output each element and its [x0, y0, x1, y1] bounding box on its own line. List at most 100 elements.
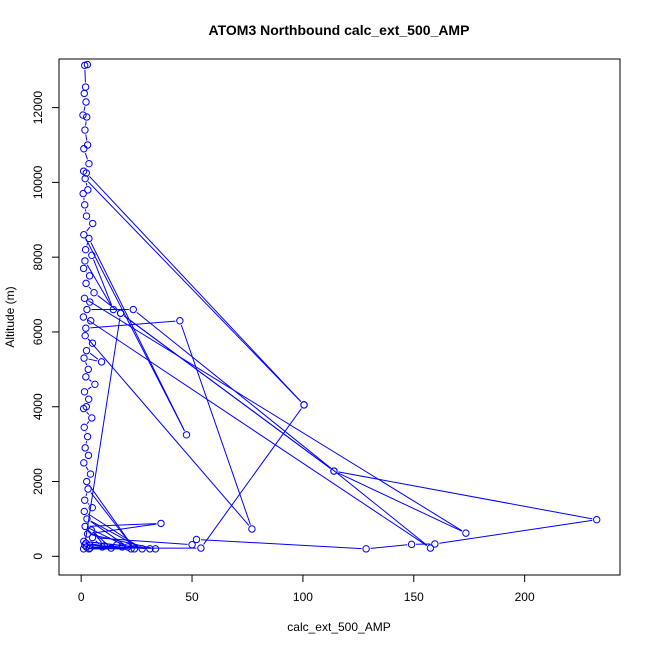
data-point — [83, 515, 91, 523]
series-segment — [86, 226, 91, 232]
series-segment — [86, 242, 89, 246]
series-segment — [87, 503, 90, 505]
data-point — [81, 201, 89, 209]
series-segment — [86, 411, 90, 415]
data-point — [83, 113, 91, 121]
data-point — [80, 145, 88, 153]
data-point — [89, 219, 97, 228]
data-point — [462, 529, 470, 537]
series-segment — [85, 466, 89, 471]
data-point — [81, 245, 90, 254]
data-point — [79, 313, 88, 321]
data-point — [88, 251, 96, 260]
data-point — [87, 526, 96, 534]
data-point — [82, 279, 90, 288]
data-point — [85, 395, 93, 403]
data-point — [87, 317, 95, 325]
series-segment — [85, 238, 185, 432]
series-segment — [84, 69, 86, 83]
data-point — [84, 451, 93, 460]
data-point — [82, 346, 91, 355]
y-tick-label: 6000 — [31, 318, 45, 345]
series-segment — [87, 338, 90, 341]
series-segment — [90, 242, 185, 431]
data-point — [82, 169, 90, 177]
series-segment — [86, 264, 112, 306]
data-point — [116, 309, 125, 317]
x-tick-label: 100 — [293, 590, 313, 604]
data-point — [81, 174, 89, 183]
series-segment — [87, 181, 302, 402]
data-point — [90, 288, 98, 297]
series-segment — [87, 386, 92, 390]
data-point — [82, 373, 90, 381]
y-axis-label: Altitude (m) — [3, 286, 17, 347]
data-point — [80, 459, 88, 467]
data-point — [91, 380, 99, 389]
series-segment — [85, 134, 88, 141]
series-segment — [123, 315, 331, 469]
series-segment — [370, 544, 408, 549]
series-segment — [89, 352, 99, 360]
series-segment — [88, 300, 463, 532]
series-segment — [86, 421, 90, 425]
data-point — [300, 401, 308, 409]
data-point — [81, 126, 89, 134]
data-point — [330, 467, 338, 475]
data-point — [83, 477, 91, 486]
data-point — [85, 234, 93, 243]
data-point — [83, 530, 92, 538]
data-point — [81, 444, 89, 452]
data-point — [81, 496, 89, 504]
series-segment — [88, 484, 133, 546]
data-point — [79, 111, 87, 119]
data-point — [83, 432, 92, 441]
data-point — [80, 388, 89, 396]
data-point — [81, 331, 89, 340]
series-segment — [83, 106, 86, 111]
data-point — [130, 545, 139, 553]
data-point — [80, 507, 88, 516]
y-tick-label: 0 — [31, 553, 45, 560]
data-point — [182, 431, 191, 439]
x-tick-label: 50 — [185, 590, 199, 604]
data-point — [88, 533, 97, 542]
series-segment — [439, 519, 593, 544]
x-tick-label: 200 — [515, 590, 535, 604]
y-tick-label: 4000 — [31, 393, 45, 420]
series-segment — [91, 523, 157, 534]
data-point — [431, 540, 439, 548]
data-point — [176, 317, 184, 325]
series-segment — [90, 320, 176, 329]
data-point — [79, 189, 87, 198]
y-tick-label: 2000 — [31, 468, 45, 495]
data-point — [81, 83, 90, 91]
data-point — [109, 305, 118, 314]
data-point — [80, 423, 88, 432]
data-point — [86, 541, 94, 549]
data-point — [188, 541, 196, 549]
data-point — [81, 522, 89, 531]
data-point — [83, 141, 92, 149]
series-segment — [95, 540, 100, 545]
data-point — [86, 544, 94, 552]
series-segment — [85, 182, 88, 186]
data-point — [593, 515, 601, 524]
series-segment — [88, 175, 302, 402]
data-point — [88, 339, 97, 347]
y-tick-label: 12000 — [31, 91, 45, 125]
data-point — [426, 544, 435, 552]
data-point — [84, 186, 92, 194]
series-segment — [89, 523, 157, 527]
data-point — [82, 98, 90, 106]
data-point — [248, 525, 256, 533]
series-segment — [88, 286, 92, 290]
data-point — [151, 545, 160, 553]
data-point — [80, 354, 88, 362]
series-segment — [203, 408, 302, 545]
data-point — [85, 272, 94, 280]
data-point — [138, 545, 146, 553]
data-point — [197, 544, 205, 552]
data-point — [80, 294, 89, 303]
